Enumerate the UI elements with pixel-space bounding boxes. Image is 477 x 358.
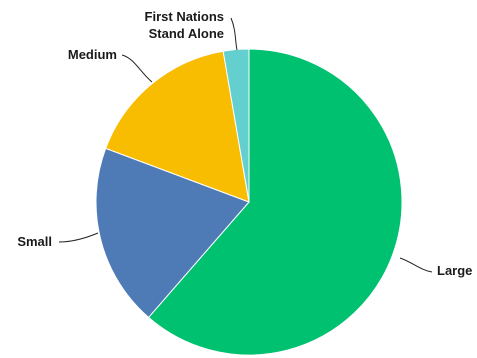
slice-label-line: First Nations (145, 9, 224, 24)
slice-labels: Large Small Medium First Nations Stand Alone (17, 9, 472, 278)
leader-line (121, 54, 153, 83)
slice-label: Large (437, 263, 472, 278)
slice-label: Small (17, 234, 52, 249)
pie-slice-small (95, 147, 250, 319)
slice-label: First Nations Stand Alone (145, 9, 224, 41)
pie-slice-first-nations-stand-alone (222, 48, 250, 203)
slice-label: Medium (68, 47, 117, 62)
pie-slice-large (147, 48, 403, 356)
pie-slice-medium (105, 50, 250, 203)
pie-slices (95, 48, 403, 356)
leader-line (230, 17, 238, 51)
leader-line (399, 257, 433, 273)
leader-line (58, 232, 99, 243)
slice-label-line: Stand Alone (149, 26, 224, 41)
